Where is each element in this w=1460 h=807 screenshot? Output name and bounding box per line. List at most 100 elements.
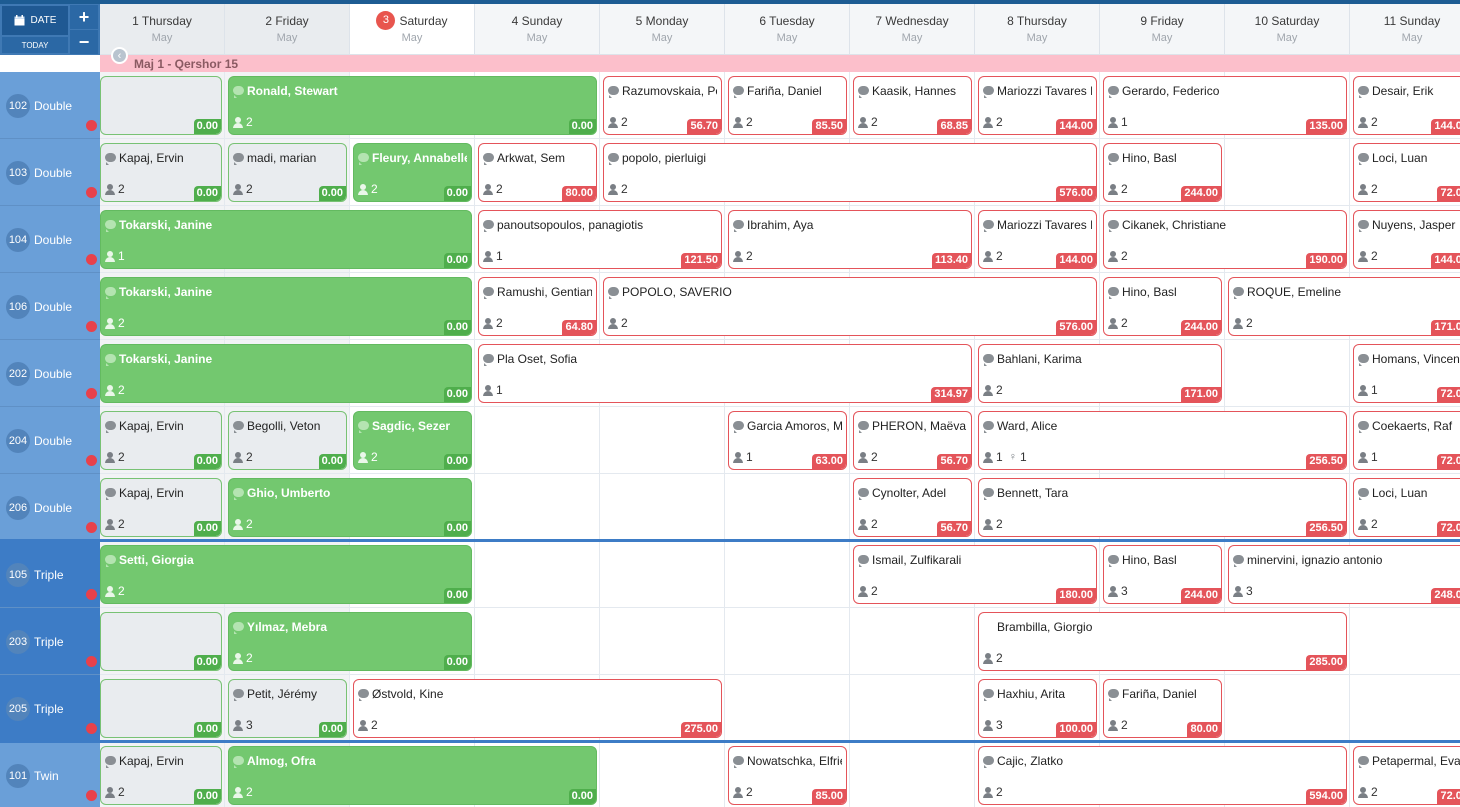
today-button[interactable]: TODAY	[2, 37, 68, 53]
room-row-202[interactable]: 202 Double	[0, 340, 100, 407]
calendar-cell[interactable]	[725, 541, 850, 608]
day-header[interactable]: 10 Saturday May	[1225, 4, 1350, 55]
day-header[interactable]: 2 Friday May	[225, 4, 350, 55]
booking-block[interactable]: Bahlani, Karima 2 171.00	[978, 344, 1222, 403]
booking-block[interactable]: Desair, Erik 2 144.00	[1353, 76, 1460, 135]
booking-block[interactable]: Ramushi, Gentiana 2 64.80	[478, 277, 597, 336]
day-header[interactable]: 3 Saturday May	[350, 4, 475, 55]
booking-block[interactable]: Garcia Amoros, Marta 1 63.00	[728, 411, 847, 470]
booking-block[interactable]: Kapaj, Ervin 2 0.00	[100, 478, 222, 537]
calendar-cell[interactable]	[850, 675, 975, 742]
calendar-cell[interactable]	[600, 742, 725, 807]
booking-block[interactable]: PHERON, Maëva 2 56.70	[853, 411, 972, 470]
booking-block[interactable]: Ghio, Umberto 2 0.00	[228, 478, 472, 537]
booking-block[interactable]: Ward, Alice 1 ♀ 1 256.50	[978, 411, 1347, 470]
room-row-101[interactable]: 101 Twin	[0, 742, 100, 807]
calendar-cell[interactable]	[600, 474, 725, 541]
day-header[interactable]: 5 Monday May	[600, 4, 725, 55]
booking-block[interactable]: Kapaj, Ervin 2 0.00	[100, 143, 222, 202]
booking-block[interactable]: madi, marian 2 0.00	[228, 143, 347, 202]
calendar-cell[interactable]	[475, 474, 600, 541]
booking-block[interactable]: Cikanek, Christiane 2 190.00	[1103, 210, 1347, 269]
date-picker-button[interactable]: DATE	[2, 6, 68, 35]
calendar-cell[interactable]	[1350, 675, 1460, 742]
room-row-103[interactable]: 103 Double	[0, 139, 100, 206]
room-row-205[interactable]: 205 Triple	[0, 675, 100, 742]
zoom-out-button[interactable]: −	[70, 30, 98, 54]
booking-block[interactable]: POPOLO, SAVERIO 2 576.00	[603, 277, 1097, 336]
chevron-left-icon[interactable]: ‹	[111, 47, 128, 64]
room-row-105[interactable]: 105 Triple	[0, 541, 100, 608]
room-row-104[interactable]: 104 Double	[0, 206, 100, 273]
booking-block[interactable]: Sagdic, Sezer 2 0.00	[353, 411, 472, 470]
booking-block[interactable]: Gerardo, Federico 1 135.00	[1103, 76, 1347, 135]
booking-block[interactable]: Coekaerts, Raf 1 72.00	[1353, 411, 1460, 470]
booking-block[interactable]: Ronald, Stewart 2 0.00	[228, 76, 597, 135]
booking-block[interactable]: Cajic, Zlatko 2 594.00	[978, 746, 1347, 805]
booking-block[interactable]: Loci, Luan 2 72.00	[1353, 143, 1460, 202]
calendar-cell[interactable]	[1225, 675, 1350, 742]
booking-block[interactable]: Tokarski, Janine 2 0.00	[100, 344, 472, 403]
calendar-cell[interactable]	[725, 474, 850, 541]
booking-block[interactable]: Tokarski, Janine 1 0.00	[100, 210, 472, 269]
calendar-cell[interactable]	[1350, 608, 1460, 675]
calendar-cell[interactable]	[475, 541, 600, 608]
booking-block[interactable]: Hino, Basl 2 244.00	[1103, 277, 1222, 336]
calendar-cell[interactable]	[475, 407, 600, 474]
booking-block[interactable]: Kapaj, Ervin 2 0.00	[100, 411, 222, 470]
booking-block[interactable]: Østvold, Kine 2 275.00	[353, 679, 722, 738]
calendar-cell[interactable]	[850, 742, 975, 807]
booking-block[interactable]: Almog, Ofra 2 0.00	[228, 746, 597, 805]
booking-block[interactable]: Brambilla, Giorgio 2 285.00	[978, 612, 1347, 671]
booking-block[interactable]: Nowatschka, Elfriede 2 85.00	[728, 746, 847, 805]
calendar-cell[interactable]	[1225, 340, 1350, 407]
booking-block[interactable]: Ibrahim, Aya 2 113.40	[728, 210, 972, 269]
zoom-in-button[interactable]: +	[70, 5, 98, 29]
booking-block[interactable]: Hino, Basl 3 244.00	[1103, 545, 1222, 604]
booking-block[interactable]: Bennett, Tara 2 256.50	[978, 478, 1347, 537]
day-header[interactable]: 8 Thursday May	[975, 4, 1100, 55]
booking-block[interactable]: Pla Oset, Sofia 1 314.97	[478, 344, 972, 403]
booking-block[interactable]: Petit, Jérémy 3 0.00	[228, 679, 347, 738]
booking-block[interactable]: Fariña, Daniel 2 80.00	[1103, 679, 1222, 738]
calendar-cell[interactable]	[1225, 139, 1350, 206]
booking-block[interactable]: 0.00	[100, 612, 222, 671]
calendar-cell[interactable]	[600, 541, 725, 608]
day-header[interactable]: 1 Thursday May	[100, 4, 225, 55]
booking-block[interactable]: 0.00	[100, 679, 222, 738]
booking-block[interactable]: Hino, Basl 2 244.00	[1103, 143, 1222, 202]
calendar-cell[interactable]	[475, 608, 600, 675]
booking-block[interactable]: ROQUE, Emeline 2 171.00	[1228, 277, 1460, 336]
booking-block[interactable]: Mariozzi Tavares Luis 2 144.00	[978, 210, 1097, 269]
booking-block[interactable]: Petapermal, Eva 2 72.00	[1353, 746, 1460, 805]
booking-block[interactable]: Kapaj, Ervin 2 0.00	[100, 746, 222, 805]
booking-block[interactable]: minervini, ignazio antonio 3 248.00	[1228, 545, 1460, 604]
booking-block[interactable]: Kaasik, Hannes 2 68.85	[853, 76, 972, 135]
booking-block[interactable]: Begolli, Veton 2 0.00	[228, 411, 347, 470]
booking-block[interactable]: Haxhiu, Arita 3 100.00	[978, 679, 1097, 738]
booking-block[interactable]: Fariña, Daniel 2 85.50	[728, 76, 847, 135]
booking-block[interactable]: Loci, Luan 2 72.00	[1353, 478, 1460, 537]
calendar-cell[interactable]	[725, 675, 850, 742]
day-header[interactable]: 6 Tuesday May	[725, 4, 850, 55]
booking-block[interactable]: Nuyens, Jasper 2 144.00	[1353, 210, 1460, 269]
booking-block[interactable]: Homans, Vincent 1 72.00	[1353, 344, 1460, 403]
booking-block[interactable]: Setti, Giorgia 2 0.00	[100, 545, 472, 604]
booking-block[interactable]: Tokarski, Janine 2 0.00	[100, 277, 472, 336]
booking-block[interactable]: Razumovskaia, Polina 2 56.70	[603, 76, 722, 135]
calendar-cell[interactable]	[850, 608, 975, 675]
room-row-106[interactable]: 106 Double	[0, 273, 100, 340]
calendar-cell[interactable]	[600, 608, 725, 675]
calendar-cell[interactable]	[600, 407, 725, 474]
booking-block[interactable]: panoutsopoulos, panagiotis 1 121.50	[478, 210, 722, 269]
calendar-cell[interactable]	[725, 608, 850, 675]
day-header[interactable]: 7 Wednesday May	[850, 4, 975, 55]
booking-block[interactable]: Cynolter, Adel 2 56.70	[853, 478, 972, 537]
day-header[interactable]: 4 Sunday May	[475, 4, 600, 55]
booking-block[interactable]: Yılmaz, Mebra 2 0.00	[228, 612, 472, 671]
booking-block[interactable]: Fleury, Annabelle 2 0.00	[353, 143, 472, 202]
booking-block[interactable]: Mariozzi Tavares Luis 2 144.00	[978, 76, 1097, 135]
room-row-203[interactable]: 203 Triple	[0, 608, 100, 675]
room-row-206[interactable]: 206 Double	[0, 474, 100, 541]
booking-block[interactable]: popolo, pierluigi 2 576.00	[603, 143, 1097, 202]
